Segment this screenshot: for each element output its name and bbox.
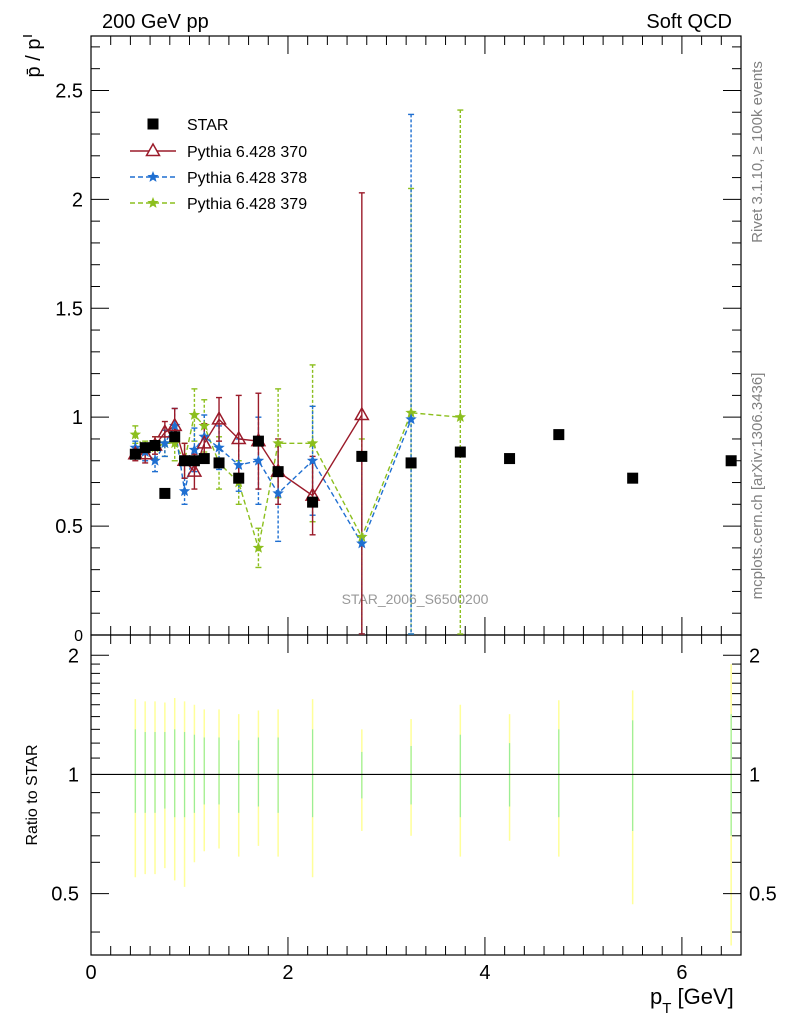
- legend: STAR Pythia 6.428 370 Pythia 6.428 378 Pyth…: [130, 117, 307, 213]
- triangle-marker: [166, 417, 183, 432]
- star-marker: [178, 485, 191, 497]
- star-marker: [356, 530, 368, 542]
- star-marker: [169, 419, 181, 431]
- star-data-marker: [233, 472, 245, 484]
- ratio-y-tick-label-left: 2: [68, 645, 79, 667]
- star-data-marker: [213, 457, 225, 469]
- main-y-tick-label: 1.5: [55, 298, 83, 320]
- star-marker: [252, 541, 265, 553]
- legend-star-marker-p379: [147, 197, 159, 208]
- ratio-y-tick-label-right: 1: [749, 764, 760, 786]
- ratio-panel-axes: 0.5 0.5 1 1 2 2 0 2 4 6: [51, 634, 777, 984]
- main-y-tick-label: 2.5: [55, 80, 83, 102]
- ratio-y-tick-label-left: 1: [68, 764, 79, 786]
- ratio-bands: [134, 664, 732, 946]
- star-marker: [306, 454, 319, 466]
- star-marker: [159, 437, 171, 449]
- star-marker: [454, 411, 467, 423]
- ratio-y-tick-label-left: 0.5: [51, 884, 79, 906]
- star-data-marker: [553, 429, 565, 441]
- x-tick-label: 6: [676, 962, 687, 984]
- star-data-marker: [454, 446, 466, 458]
- star-data-marker: [169, 431, 181, 443]
- star-marker: [188, 409, 201, 420]
- star-marker: [198, 419, 210, 431]
- main-y-tick-label: 0.5: [55, 516, 83, 538]
- star-data-marker: [159, 487, 171, 499]
- star-marker: [169, 437, 181, 449]
- x-tick-label: 4: [479, 962, 490, 984]
- rivet-version-label: Rivet 3.1.10, ≥ 100k events: [749, 61, 766, 243]
- legend-star-marker: [147, 118, 159, 130]
- star-data-marker: [139, 442, 151, 454]
- triangle-marker: [157, 423, 173, 438]
- legend-label-p379: Pythia 6.428 379: [187, 196, 307, 213]
- star-data-marker: [188, 455, 200, 467]
- x-axis-label: pT [GeV]: [650, 984, 734, 1017]
- legend-triangle-marker: [145, 142, 161, 157]
- star-marker: [405, 413, 417, 425]
- main-panel-axes: 0.5 1 1.5 2 2.5 0: [55, 35, 742, 645]
- star-data-marker: [252, 435, 264, 447]
- main-panel-series: [127, 109, 737, 635]
- star-data-marker: [356, 450, 368, 462]
- star-marker: [356, 537, 368, 549]
- star-data-marker: [504, 453, 516, 465]
- mcplots-label: mcplots.cern.ch [arXiv:1306.3436]: [749, 373, 766, 600]
- analysis-watermark: STAR_2006_S6500200: [342, 591, 489, 607]
- x-tick-label: 0: [85, 962, 96, 984]
- star-marker: [272, 437, 284, 449]
- legend-label-p378: Pythia 6.428 378: [187, 170, 307, 187]
- triangle-marker: [196, 434, 213, 449]
- main-y-tick-label: 1: [72, 407, 83, 429]
- header-left-title: 200 GeV pp: [102, 11, 209, 33]
- legend-star-marker-p378: [147, 171, 159, 182]
- main-y-axis-label: p̄ / p: [23, 39, 45, 78]
- ratio-y-tick-label-right: 2: [749, 645, 760, 667]
- triangle-marker: [211, 410, 227, 425]
- star-marker: [252, 454, 265, 466]
- star-marker: [306, 437, 319, 449]
- star-marker: [405, 406, 417, 418]
- main-y-tick-label: 0: [74, 628, 83, 645]
- ratio-y-tick-label-right: 0.5: [749, 884, 777, 906]
- legend-label-p370: Pythia 6.428 370: [187, 144, 307, 161]
- star-data-marker: [405, 457, 417, 469]
- star-data-marker: [272, 466, 284, 478]
- triangle-marker: [186, 463, 203, 477]
- star-data-marker: [149, 439, 161, 451]
- triangle-marker: [354, 406, 370, 421]
- triangle-marker: [230, 430, 247, 445]
- star-data-marker: [129, 448, 141, 460]
- star-data-marker: [307, 496, 319, 508]
- legend-label-star: STAR: [187, 117, 228, 134]
- star-data-marker: [725, 455, 737, 467]
- star-marker: [213, 441, 225, 453]
- header-right-title: Soft QCD: [646, 11, 732, 33]
- star-marker: [149, 454, 161, 466]
- ratio-plot-frame: [90, 634, 742, 956]
- star-marker: [129, 428, 142, 440]
- x-tick-label: 2: [282, 962, 293, 984]
- star-data-marker: [179, 455, 191, 467]
- star-marker: [272, 487, 284, 499]
- ratio-y-axis-label: Ratio to STAR: [24, 744, 41, 845]
- star-marker: [188, 443, 201, 455]
- star-data-marker: [198, 453, 210, 465]
- star-marker: [233, 459, 245, 470]
- star-data-marker: [627, 472, 639, 484]
- main-y-tick-label: 2: [72, 189, 83, 211]
